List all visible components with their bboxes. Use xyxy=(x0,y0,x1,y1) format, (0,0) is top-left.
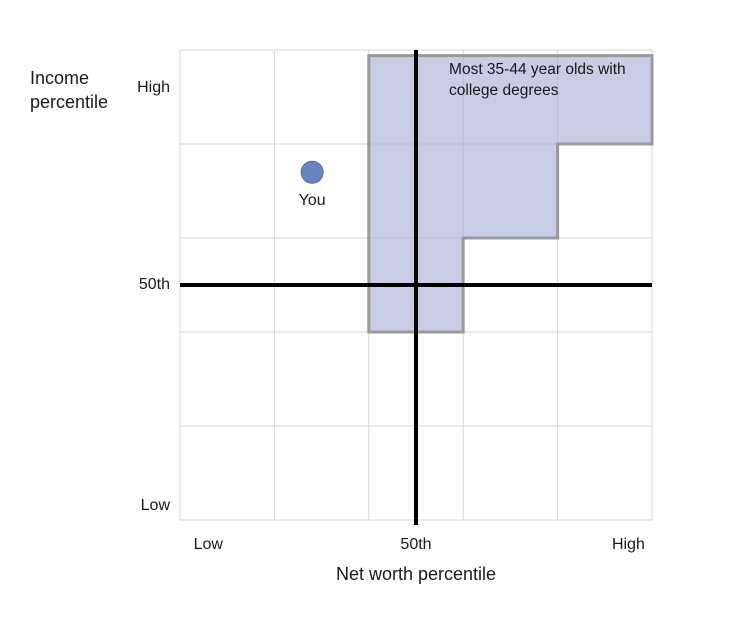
college-degrees-region xyxy=(367,54,654,334)
x-tick-50th: 50th xyxy=(400,536,432,553)
region-label: Most 35-44 year olds with college degree… xyxy=(449,61,626,100)
plot-svg xyxy=(179,49,654,525)
y-tick-50th: 50th xyxy=(138,276,170,293)
x-tick-high: High xyxy=(611,536,645,553)
you-point-label: You xyxy=(298,192,326,210)
y-tick-high: High xyxy=(137,78,170,96)
y-axis-title: Income percentile xyxy=(30,68,109,112)
x-tick-low: Low xyxy=(193,536,223,553)
you-point-marker xyxy=(300,160,324,184)
y-tick-low: Low xyxy=(140,496,170,514)
plot-area: Most 35-44 year olds with college degree… xyxy=(179,49,654,525)
x-axis-title: Net worth percentile xyxy=(335,564,497,584)
